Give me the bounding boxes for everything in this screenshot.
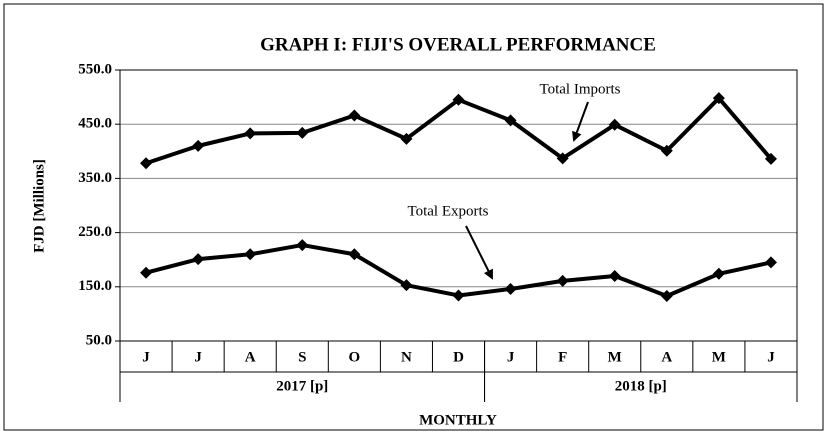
x-tick-label: J	[767, 349, 775, 365]
x-tick-label: A	[661, 349, 672, 365]
point-marker	[400, 132, 413, 145]
chart-title: GRAPH I: FIJI'S OVERALL PERFORMANCE	[260, 34, 656, 55]
x-tick-label: J	[194, 349, 202, 365]
point-marker	[764, 256, 777, 269]
annotation-arrow	[465, 225, 493, 280]
x-tick-label: N	[401, 349, 412, 365]
x-tick-label: O	[349, 349, 361, 365]
point-marker	[764, 152, 777, 165]
y-tick-label: 550.0	[78, 61, 112, 77]
point-marker	[244, 248, 257, 261]
group-label: 2018 [p]	[615, 378, 667, 394]
x-axis-label: MONTHLY	[419, 412, 497, 428]
point-marker	[556, 274, 569, 287]
y-tick-label: 50.0	[86, 332, 112, 348]
chart-frame	[3, 3, 824, 431]
plot-frame	[119, 69, 798, 342]
y-tick-label: 150.0	[78, 278, 112, 294]
annotation-arrow	[572, 101, 589, 142]
point-marker	[608, 269, 621, 282]
point-marker	[296, 126, 309, 139]
group-label: 2017 [p]	[276, 378, 328, 394]
x-tick-label: M	[712, 349, 726, 365]
x-tick-label: S	[298, 349, 306, 365]
x-tick-label: J	[507, 349, 515, 365]
series-annotation: Total Exports	[407, 203, 488, 219]
point-marker	[556, 152, 569, 165]
point-marker	[712, 92, 725, 105]
x-tick-label: M	[608, 349, 622, 365]
y-tick-label: 450.0	[78, 116, 112, 132]
y-tick-label: 350.0	[78, 170, 112, 186]
point-marker	[192, 139, 205, 152]
point-marker	[192, 253, 205, 266]
x-tick-label: F	[558, 349, 567, 365]
point-marker	[712, 267, 725, 280]
y-axis-label: FJD [Millions]	[31, 159, 47, 253]
series-annotation: Total Imports	[539, 81, 620, 97]
point-marker	[400, 279, 413, 292]
y-tick-label: 250.0	[78, 224, 112, 240]
point-marker	[296, 239, 309, 252]
point-marker	[452, 289, 465, 302]
point-marker	[608, 118, 621, 131]
point-marker	[348, 248, 361, 261]
point-marker	[660, 144, 673, 157]
x-tick-label: D	[453, 349, 464, 365]
series-line	[145, 96, 773, 166]
point-marker	[504, 282, 517, 295]
x-tick-label: J	[142, 349, 150, 365]
point-marker	[452, 93, 465, 106]
x-tick-label: A	[245, 349, 256, 365]
point-marker	[244, 127, 257, 140]
point-marker	[348, 109, 361, 122]
point-marker	[504, 114, 517, 127]
series-line	[145, 243, 772, 299]
point-marker	[140, 266, 153, 279]
point-marker	[140, 157, 153, 170]
point-marker	[660, 290, 673, 303]
